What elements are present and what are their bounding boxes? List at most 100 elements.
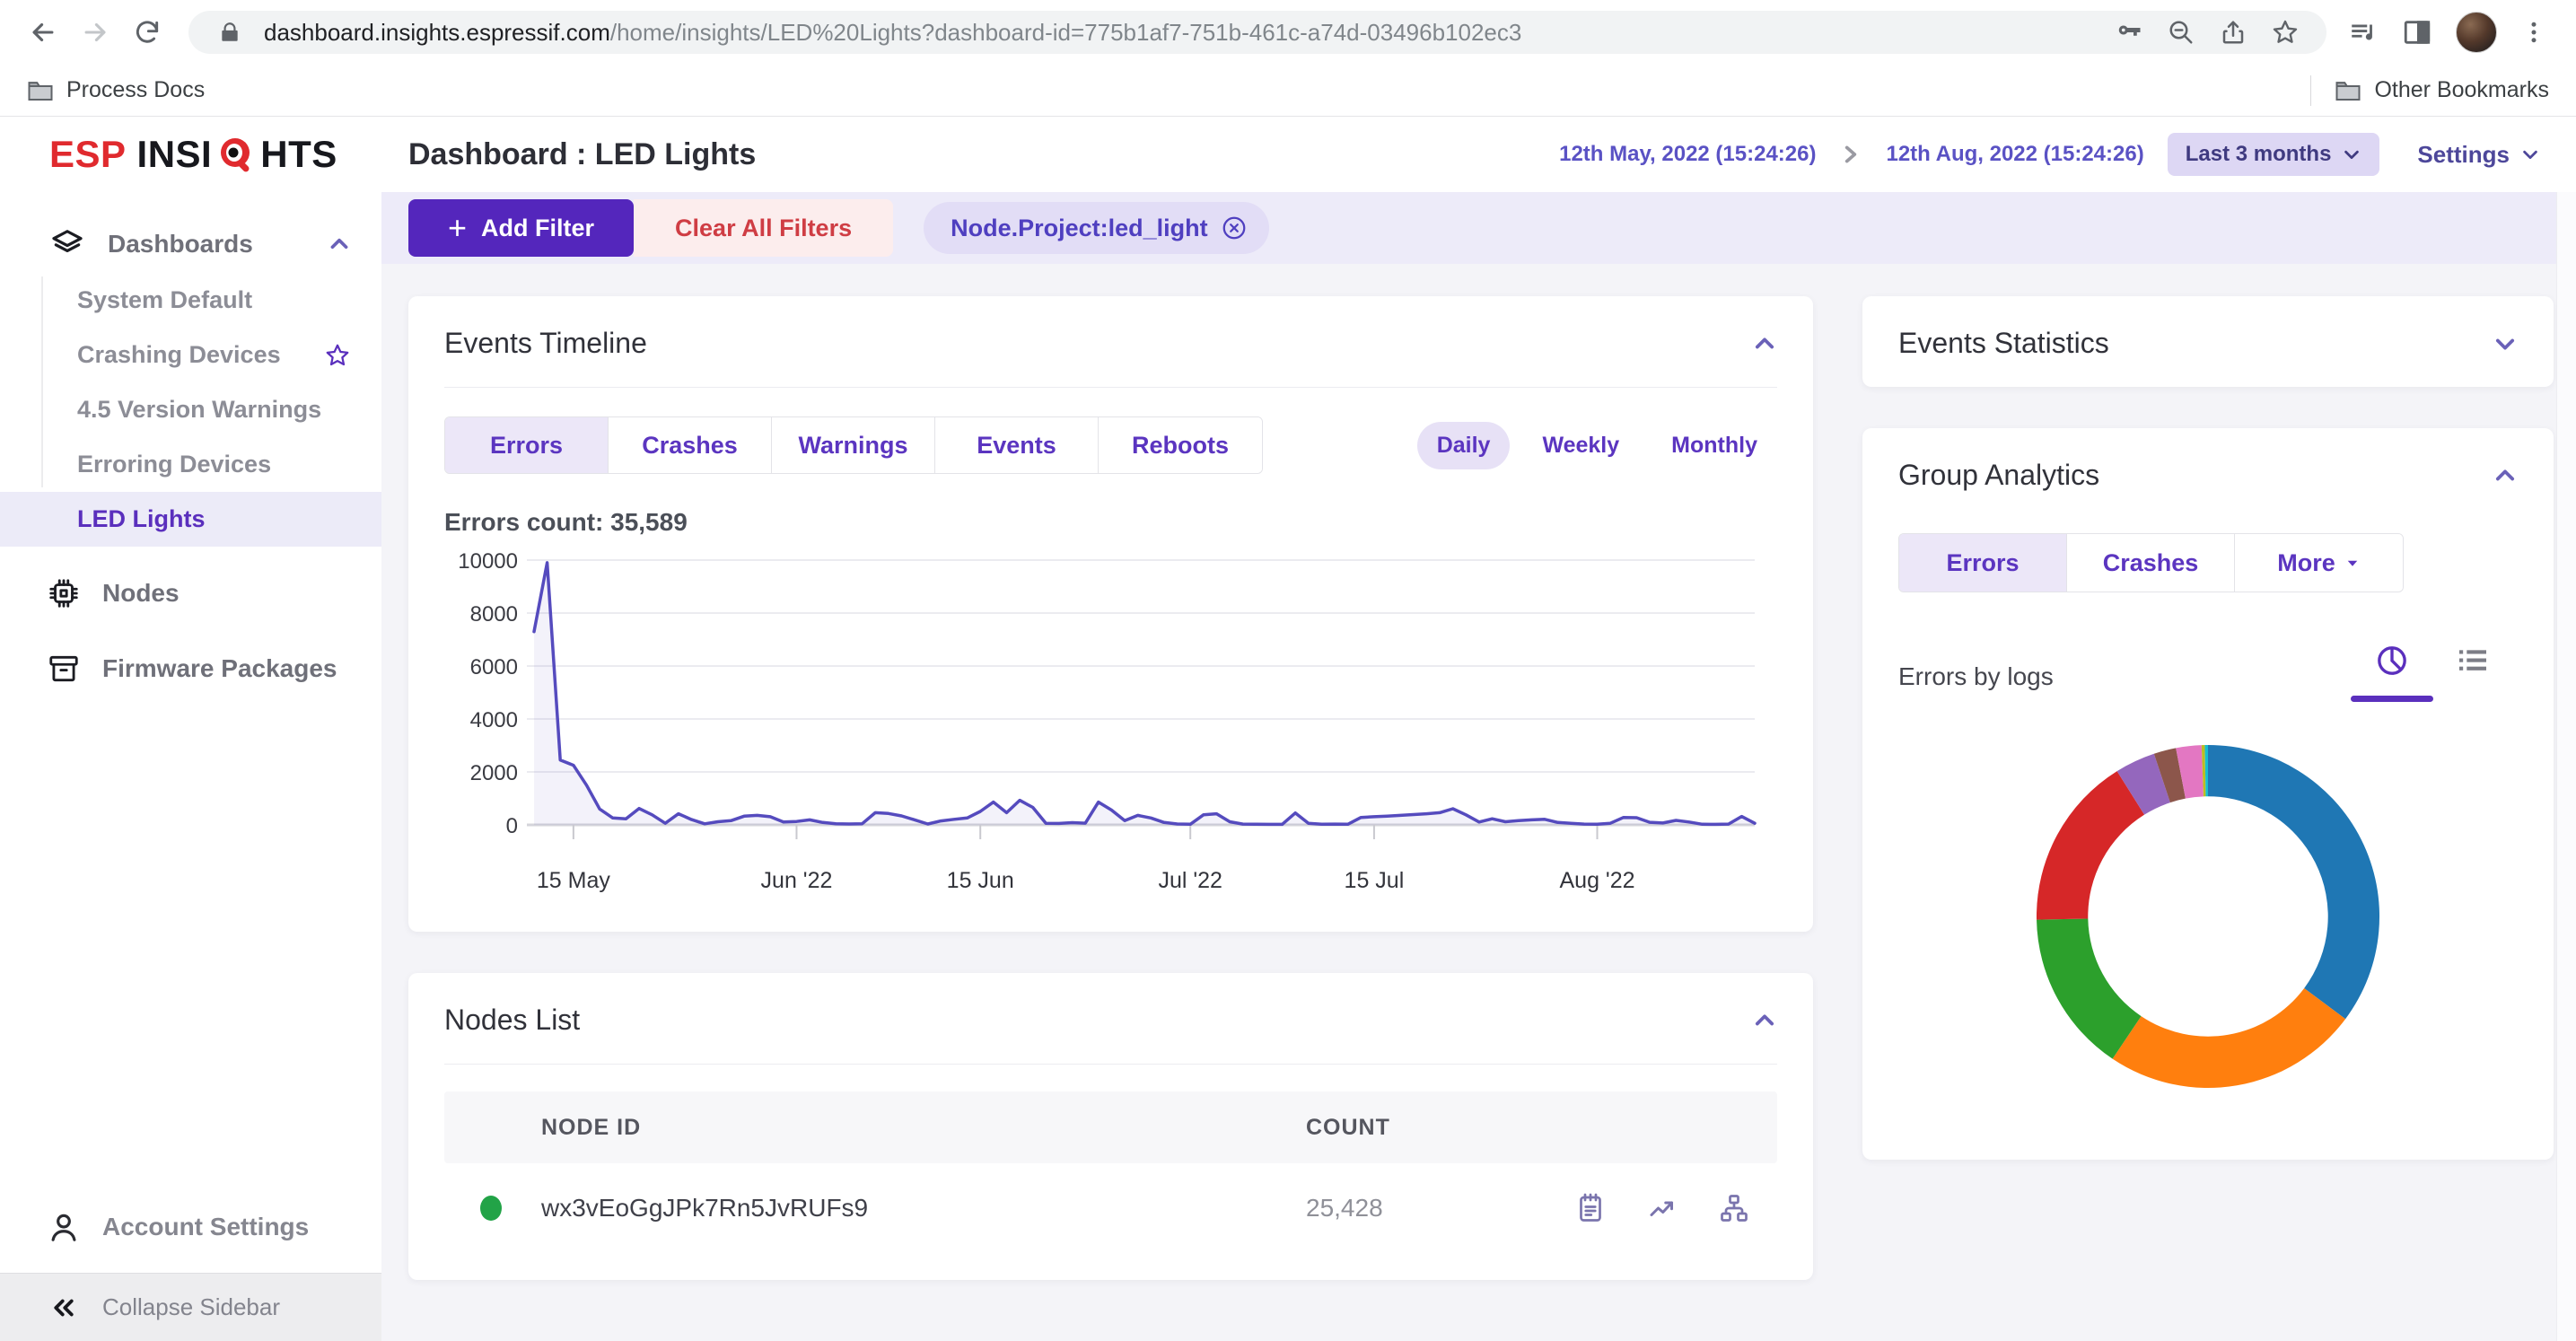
back-icon[interactable] (23, 13, 63, 52)
chip-icon (47, 576, 81, 610)
remove-filter-icon[interactable] (1221, 215, 1248, 241)
settings-label: Settings (2417, 141, 2510, 169)
forward-icon[interactable] (75, 13, 115, 52)
donut-slice-3[interactable] (2037, 771, 2144, 920)
plus-icon: + (448, 212, 467, 244)
trend-icon[interactable] (1646, 1192, 1678, 1224)
sidebar-item-label: Crashing Devices (77, 341, 281, 369)
node-id-value: wx3vEoGgJPk7Rn5JvRUFs9 (541, 1194, 868, 1222)
sidebar-item-erroring-devices[interactable]: Erroring Devices (0, 437, 381, 492)
tab-crashes[interactable]: Crashes (609, 417, 772, 473)
url-text: dashboard.insights.espressif.com/home/in… (264, 19, 2095, 47)
sidebar: Dashboards System Default Crashing Devic… (0, 192, 381, 1341)
favorite-star-icon[interactable] (324, 342, 351, 369)
clear-all-filters-button[interactable]: Clear All Filters (634, 199, 893, 257)
column-count: COUNT (1306, 1115, 1390, 1141)
logo-insi-text: INSI (137, 133, 213, 176)
filter-bar: + Add Filter Clear All Filters Node.Proj… (381, 192, 2576, 264)
column-node-id: NODE ID (444, 1115, 1306, 1141)
folder-icon (27, 79, 54, 102)
sidebar-item-system-default[interactable]: System Default (0, 273, 381, 328)
donut-slice-1[interactable] (2113, 988, 2345, 1088)
nodes-list-card: Nodes List NODE ID COUNT wx3vEoGgJPk7 (408, 973, 1813, 1280)
share-icon[interactable] (2215, 14, 2251, 50)
svg-text:15 Jul: 15 Jul (1345, 868, 1405, 893)
donut-slice-0[interactable] (2208, 745, 2379, 1019)
reload-icon[interactable] (127, 13, 167, 52)
ga-tab-crashes[interactable]: Crashes (2067, 534, 2235, 592)
svg-text:Aug '22: Aug '22 (1560, 868, 1635, 893)
time-range-dropdown[interactable]: Last 3 months (2168, 133, 2380, 176)
filter-chip-node-project[interactable]: Node.Project:led_light (924, 202, 1269, 254)
events-timeline-card: Events Timeline Errors Crashes Warnings … (408, 296, 1813, 932)
sidebar-item-account-settings[interactable]: Account Settings (0, 1210, 381, 1244)
tab-warnings[interactable]: Warnings (772, 417, 935, 473)
sidebar-item-label: Erroring Devices (77, 451, 271, 478)
list-view-icon[interactable] (2455, 643, 2491, 691)
collapse-card-icon[interactable] (1752, 331, 1777, 356)
nodes-table-header: NODE ID COUNT (444, 1091, 1777, 1163)
chevron-down-icon (2342, 145, 2361, 164)
tab-events[interactable]: Events (935, 417, 1099, 473)
password-key-icon[interactable] (2111, 14, 2147, 50)
sidebar-section-dashboards[interactable]: Dashboards (0, 215, 381, 273)
collapse-sidebar-button[interactable]: Collapse Sidebar (0, 1273, 381, 1341)
period-weekly[interactable]: Weekly (1522, 422, 1639, 469)
bookmark-folder-process-docs[interactable]: Process Docs (27, 77, 205, 103)
address-bar[interactable]: dashboard.insights.espressif.com/home/in… (188, 11, 2326, 54)
sidebar-item-firmware-packages[interactable]: Firmware Packages (0, 640, 381, 697)
logo-hts-text: HTS (260, 133, 337, 176)
period-monthly[interactable]: Monthly (1652, 422, 1777, 469)
browser-menu-icon[interactable] (2520, 19, 2547, 46)
app-header: ESPINSI HTS Dashboard : LED Lights 12th … (0, 117, 2576, 192)
table-row[interactable]: wx3vEoGgJPk7Rn5JvRUFs9 25,428 (444, 1163, 1777, 1253)
events-timeline-title: Events Timeline (444, 327, 647, 360)
node-id-cell: wx3vEoGgJPk7Rn5JvRUFs9 (444, 1194, 1306, 1223)
bookmarks-divider (2310, 75, 2311, 106)
ga-tab-errors[interactable]: Errors (1899, 534, 2067, 592)
errors-by-logs-donut-chart[interactable] (1898, 732, 2518, 1124)
event-log-icon[interactable] (1574, 1192, 1607, 1224)
tab-reboots[interactable]: Reboots (1099, 417, 1262, 473)
other-bookmarks[interactable]: Other Bookmarks (2335, 77, 2549, 103)
bookmark-star-icon[interactable] (2267, 14, 2303, 50)
sidebar-item-45-version-warnings[interactable]: 4.5 Version Warnings (0, 382, 381, 437)
collapse-card-icon[interactable] (1752, 1008, 1777, 1033)
tab-errors[interactable]: Errors (445, 417, 609, 473)
sitemap-icon[interactable] (1718, 1192, 1750, 1224)
esp-insights-logo[interactable]: ESPINSI HTS (0, 133, 381, 176)
sidebar-item-crashing-devices[interactable]: Crashing Devices (0, 328, 381, 382)
add-filter-button[interactable]: + Add Filter (408, 199, 634, 257)
svg-text:0: 0 (506, 814, 518, 838)
sidebar-nodes-label: Nodes (102, 579, 180, 608)
zoom-out-icon[interactable] (2163, 14, 2199, 50)
pie-view-icon[interactable] (2374, 643, 2410, 691)
svg-text:4000: 4000 (470, 708, 518, 732)
divider (444, 1064, 1777, 1065)
period-daily[interactable]: Daily (1417, 422, 1511, 469)
media-playlist-icon[interactable] (2348, 17, 2379, 48)
sidebar-item-nodes[interactable]: Nodes (0, 565, 381, 622)
sidebar-item-led-lights[interactable]: LED Lights (0, 492, 381, 547)
bookmark-label: Other Bookmarks (2374, 77, 2549, 103)
lock-icon (212, 14, 248, 50)
filter-chip-label: Node.Project:led_light (951, 215, 1208, 242)
ga-tab-more[interactable]: More (2235, 534, 2403, 592)
status-dot (480, 1196, 502, 1221)
svg-text:Jun '22: Jun '22 (761, 868, 833, 893)
settings-dropdown[interactable]: Settings (2417, 141, 2540, 169)
nodes-list-title: Nodes List (444, 1004, 580, 1037)
donut-slice-2[interactable] (2037, 919, 2142, 1059)
sidebar-item-label: LED Lights (77, 505, 206, 533)
svg-text:8000: 8000 (470, 602, 518, 627)
collapse-card-icon[interactable] (2493, 463, 2518, 488)
errors-timeline-chart[interactable]: 100008000600040002000015 MayJun '2215 Ju… (444, 546, 1777, 905)
page-scrollbar[interactable] (2556, 192, 2576, 1341)
profile-avatar[interactable] (2456, 12, 2497, 53)
expand-card-icon[interactable] (2493, 331, 2518, 356)
ga-more-label: More (2277, 549, 2335, 577)
group-analytics-tabs: Errors Crashes More (1898, 533, 2404, 592)
caret-down-icon (2344, 555, 2361, 571)
events-statistics-title: Events Statistics (1898, 327, 2109, 360)
side-panel-icon[interactable] (2402, 17, 2432, 48)
